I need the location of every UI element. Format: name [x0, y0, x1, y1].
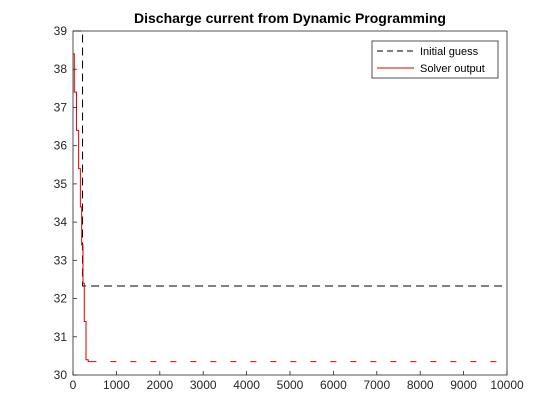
y-tick-label: 31	[54, 330, 68, 344]
x-tick-label: 2000	[146, 378, 173, 392]
x-tick-label: 5000	[277, 378, 304, 392]
x-tick-label: 7000	[363, 378, 390, 392]
legend: Initial guess Solver output	[371, 40, 499, 79]
chart-title: Discharge current from Dynamic Programmi…	[134, 10, 446, 26]
x-tick-label: 6000	[320, 378, 347, 392]
x-tick-label: 4000	[233, 378, 260, 392]
plot-background	[73, 31, 507, 375]
series-line-solver-output	[73, 53, 91, 363]
y-tick-label: 38	[54, 62, 68, 76]
y-tick-label: 37	[54, 100, 68, 114]
y-tick-label: 32	[54, 292, 68, 306]
legend-label-initial-guess: Initial guess	[420, 46, 479, 58]
x-tick-label: 0	[70, 378, 77, 392]
y-tick-label: 36	[54, 139, 68, 153]
legend-label-solver-output: Solver output	[420, 63, 485, 75]
x-tick-label: 9000	[450, 378, 477, 392]
x-tick-label: 10000	[490, 378, 524, 392]
x-axis: 0 1000 2000 3000 4000 5000 6000 7000 8000 9000 100…	[70, 371, 524, 392]
y-tick-label: 35	[54, 177, 68, 191]
y-tick-label: 33	[54, 253, 68, 267]
x-tick-label: 1000	[103, 378, 130, 392]
x-tick-label: 8000	[407, 378, 434, 392]
x-tick-label: 3000	[190, 378, 217, 392]
y-axis: 30 31 32 33 34 35 36 37 38 39	[54, 24, 77, 382]
y-tick-label: 30	[54, 368, 68, 382]
y-tick-label: 39	[54, 24, 68, 38]
legend-box	[371, 40, 499, 79]
y-tick-label: 34	[54, 215, 68, 229]
